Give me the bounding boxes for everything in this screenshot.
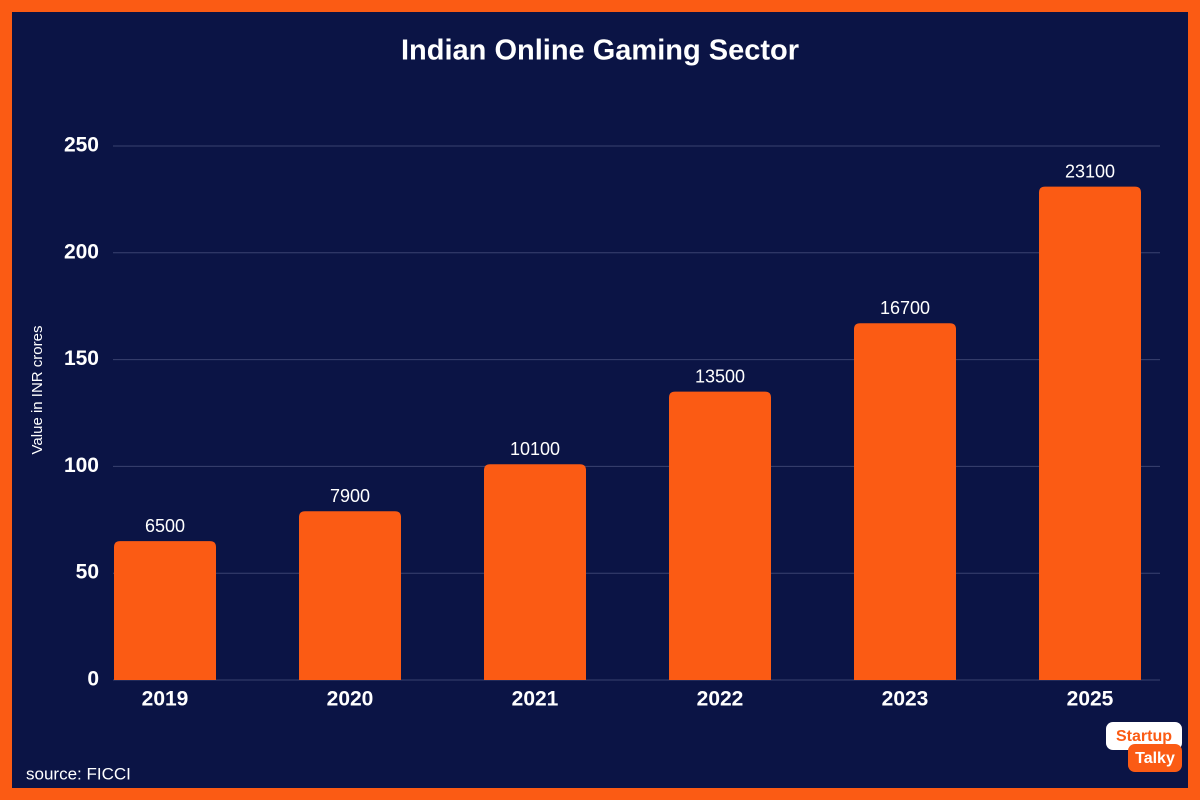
logo-box <box>1128 744 1182 772</box>
data-label: 13500 <box>695 366 745 386</box>
bar <box>1039 186 1141 681</box>
y-tick-label: 250 <box>64 134 99 157</box>
y-tick-label: 0 <box>87 668 99 691</box>
x-tick-label: 2021 <box>512 688 559 711</box>
data-label: 7900 <box>330 486 370 506</box>
x-tick-label: 2022 <box>697 688 744 711</box>
data-label: 23100 <box>1065 161 1115 181</box>
logo-text: Startup <box>1116 728 1172 745</box>
source: source: FICCI <box>26 764 131 783</box>
y-axis-label: Value in INR crores <box>29 326 46 455</box>
y-tick-label: 200 <box>64 240 99 263</box>
data-label: 16700 <box>880 298 930 318</box>
x-tick-label: 2020 <box>327 688 374 711</box>
data-label: 10100 <box>510 439 560 459</box>
x-tick-label: 2019 <box>142 688 189 711</box>
bar <box>484 464 586 680</box>
data-label: 6500 <box>145 516 185 536</box>
bar <box>669 391 771 680</box>
x-tick-label: 2025 <box>1067 688 1114 711</box>
logo-text: Talky <box>1135 750 1175 767</box>
y-tick-label: 50 <box>76 561 99 584</box>
y-tick-label: 150 <box>64 347 99 370</box>
logo-box <box>1106 722 1182 750</box>
bar <box>114 541 216 680</box>
y-tick-label: 100 <box>64 454 99 477</box>
bar <box>299 511 401 680</box>
x-tick-label: 2023 <box>882 688 929 711</box>
bar <box>854 323 956 680</box>
logo: Startup Talky <box>1106 722 1182 772</box>
chart-title: Indian Online Gaming Sector <box>401 35 799 67</box>
